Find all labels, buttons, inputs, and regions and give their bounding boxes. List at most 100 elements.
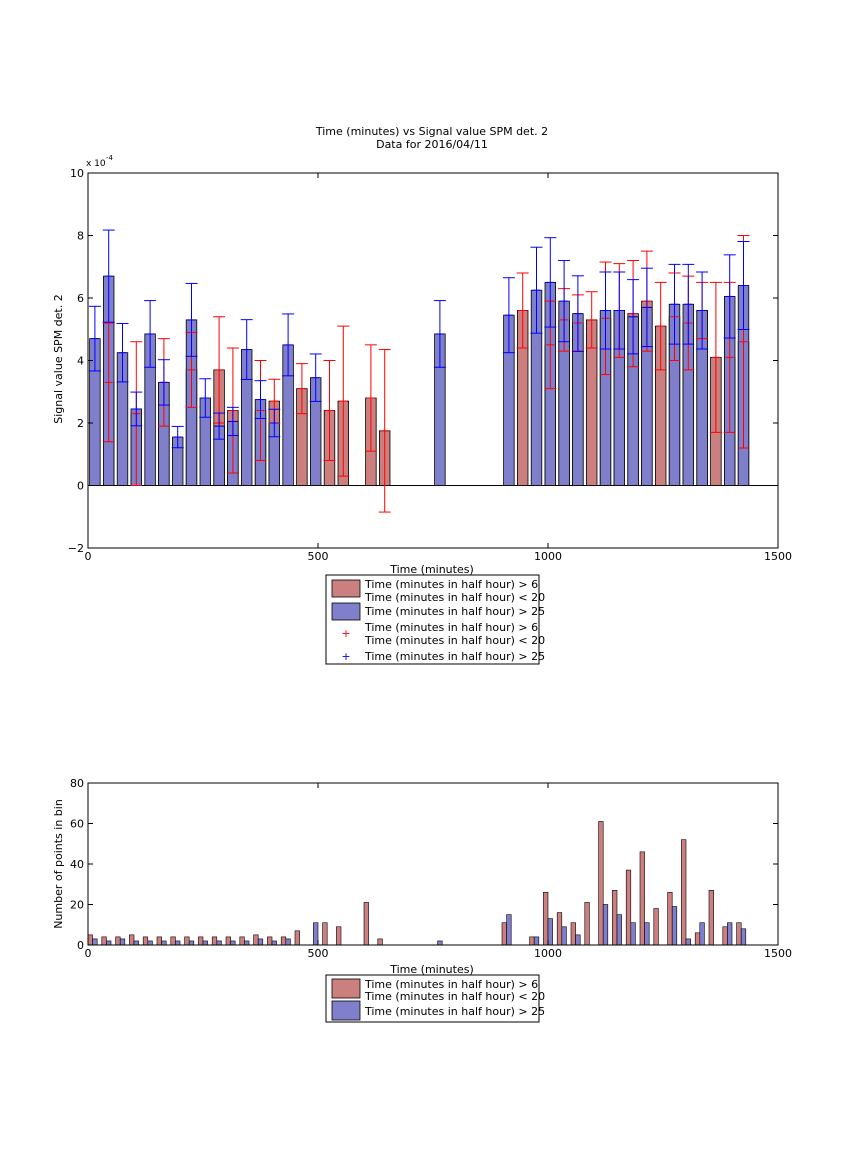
y-tick-label: 8	[77, 230, 84, 243]
top-chart: Time (minutes) vs Signal value SPM det. …	[52, 125, 792, 576]
y-tick-label: 20	[70, 899, 84, 912]
top-legend-blue-swatch	[331, 602, 361, 621]
x-tick-label: 1500	[764, 947, 792, 960]
top-chart-xlabel: Time (minutes)	[389, 563, 474, 576]
bottom-chart-ylabel: Number of points in bin	[52, 799, 65, 929]
top-chart-title: Time (minutes) vs Signal value SPM det. …	[315, 125, 548, 138]
count-bar-red	[211, 936, 218, 946]
count-bar-red	[722, 926, 728, 946]
count-bar-red	[142, 936, 149, 946]
count-bar-blue	[602, 904, 609, 946]
y-tick-label: 60	[70, 818, 84, 831]
count-bar-blue	[175, 940, 181, 946]
bottom-legend-blue-swatch	[331, 1000, 361, 1021]
count-bar-blue	[244, 940, 250, 946]
count-bar-red	[584, 902, 590, 946]
count-bar-red	[129, 934, 135, 946]
count-bar-blue	[740, 928, 747, 946]
y-tick-label: 10	[70, 167, 84, 180]
top-legend-box	[325, 574, 540, 665]
count-bar-red	[708, 890, 714, 946]
y-tick-label: 80	[70, 777, 84, 790]
top-chart-subtitle: Data for 2016/04/11	[376, 138, 488, 151]
count-bar-red	[156, 936, 162, 946]
top-legend-red-swatch	[331, 579, 361, 598]
bottom-legend-label-2: Time (minutes in half hour) < 20	[364, 990, 545, 1003]
count-bar-red	[294, 930, 300, 946]
count-bar-blue	[644, 922, 650, 946]
count-bar-blue	[533, 936, 540, 946]
y-tick-label: 6	[77, 292, 84, 305]
y-tick-label: 0	[77, 939, 84, 952]
count-bar-blue	[699, 922, 705, 946]
bottom-chart-bars	[87, 821, 747, 946]
count-bar-blue	[727, 922, 733, 946]
top-legend-red-plus: +	[341, 627, 350, 640]
x-tick-label: 0	[85, 550, 92, 563]
count-bar-blue	[685, 938, 691, 946]
x-tick-label: 1000	[534, 947, 562, 960]
count-bar-red	[543, 892, 549, 946]
y-tick-label: −2	[68, 542, 84, 555]
x-tick-label: 500	[308, 550, 329, 563]
count-bar-red	[681, 839, 687, 946]
count-bar-red	[170, 936, 176, 946]
count-bar-blue	[547, 918, 553, 946]
count-bar-blue	[257, 938, 264, 946]
y-tick-label: 40	[70, 858, 84, 871]
count-bar-red	[115, 936, 121, 946]
count-bar-red	[239, 936, 245, 946]
top-legend-label-5: Time (minutes in half hour) < 20	[364, 634, 545, 647]
count-bar-red	[184, 936, 190, 946]
count-bar-blue	[147, 940, 153, 946]
y-tick-label: 2	[77, 417, 84, 430]
top-legend-label-4: Time (minutes in half hour) > 6	[364, 621, 538, 634]
count-bar-red	[694, 932, 701, 946]
count-bar-red	[556, 912, 563, 946]
count-bar-red	[570, 922, 576, 946]
count-bar-blue	[506, 914, 512, 946]
count-bar-blue	[313, 922, 319, 946]
count-bar-blue	[119, 938, 126, 946]
top-chart-exponent-base: x 10	[86, 159, 106, 169]
count-bar-red	[501, 922, 507, 946]
top-chart-exponent-power: -4	[106, 154, 114, 162]
count-bar-red	[363, 902, 369, 946]
count-bar-blue	[285, 938, 291, 946]
bottom-chart-xlabel: Time (minutes)	[389, 963, 474, 976]
x-tick-label: 1000	[534, 550, 562, 563]
count-bar-red	[377, 938, 383, 946]
count-bar-blue	[437, 940, 443, 946]
top-chart-ylabel: Signal value SPM det. 2	[52, 294, 65, 424]
count-bar-red	[625, 869, 632, 946]
x-tick-label: 0	[85, 947, 92, 960]
count-bar-red	[736, 922, 742, 946]
count-bar-blue	[106, 940, 112, 946]
count-bar-red	[267, 936, 273, 946]
top-chart-errorbars	[88, 229, 750, 513]
count-bar-red	[198, 936, 204, 946]
count-bar-blue	[575, 934, 581, 946]
bottom-chart-axes: 0 500 1000 1500 0 20 40 60 80	[70, 777, 792, 960]
count-bar-red	[101, 936, 107, 946]
x-tick-label: 500	[308, 947, 329, 960]
count-bar-red	[639, 851, 645, 946]
count-bar-blue	[133, 940, 139, 946]
y-tick-label: 4	[77, 355, 84, 368]
count-bar-blue	[202, 940, 208, 946]
bottom-legend: Time (minutes in half hour) > 6 Time (mi…	[325, 974, 545, 1023]
top-legend: + + Time (minutes in half hour) > 6 Time…	[325, 574, 545, 665]
count-bar-red	[598, 821, 604, 946]
count-bar-blue	[616, 914, 622, 946]
y-tick-label: 0	[77, 480, 84, 493]
count-bar-red	[225, 936, 231, 946]
count-bar-blue	[92, 938, 98, 946]
top-legend-label-2: Time (minutes in half hour) < 20	[364, 591, 545, 604]
count-bar-red	[253, 934, 259, 946]
top-legend-blue-plus: +	[341, 650, 350, 663]
count-bar-red	[336, 926, 342, 946]
count-bar-red	[87, 934, 93, 946]
top-legend-label-3: Time (minutes in half hour) > 25	[364, 605, 545, 618]
